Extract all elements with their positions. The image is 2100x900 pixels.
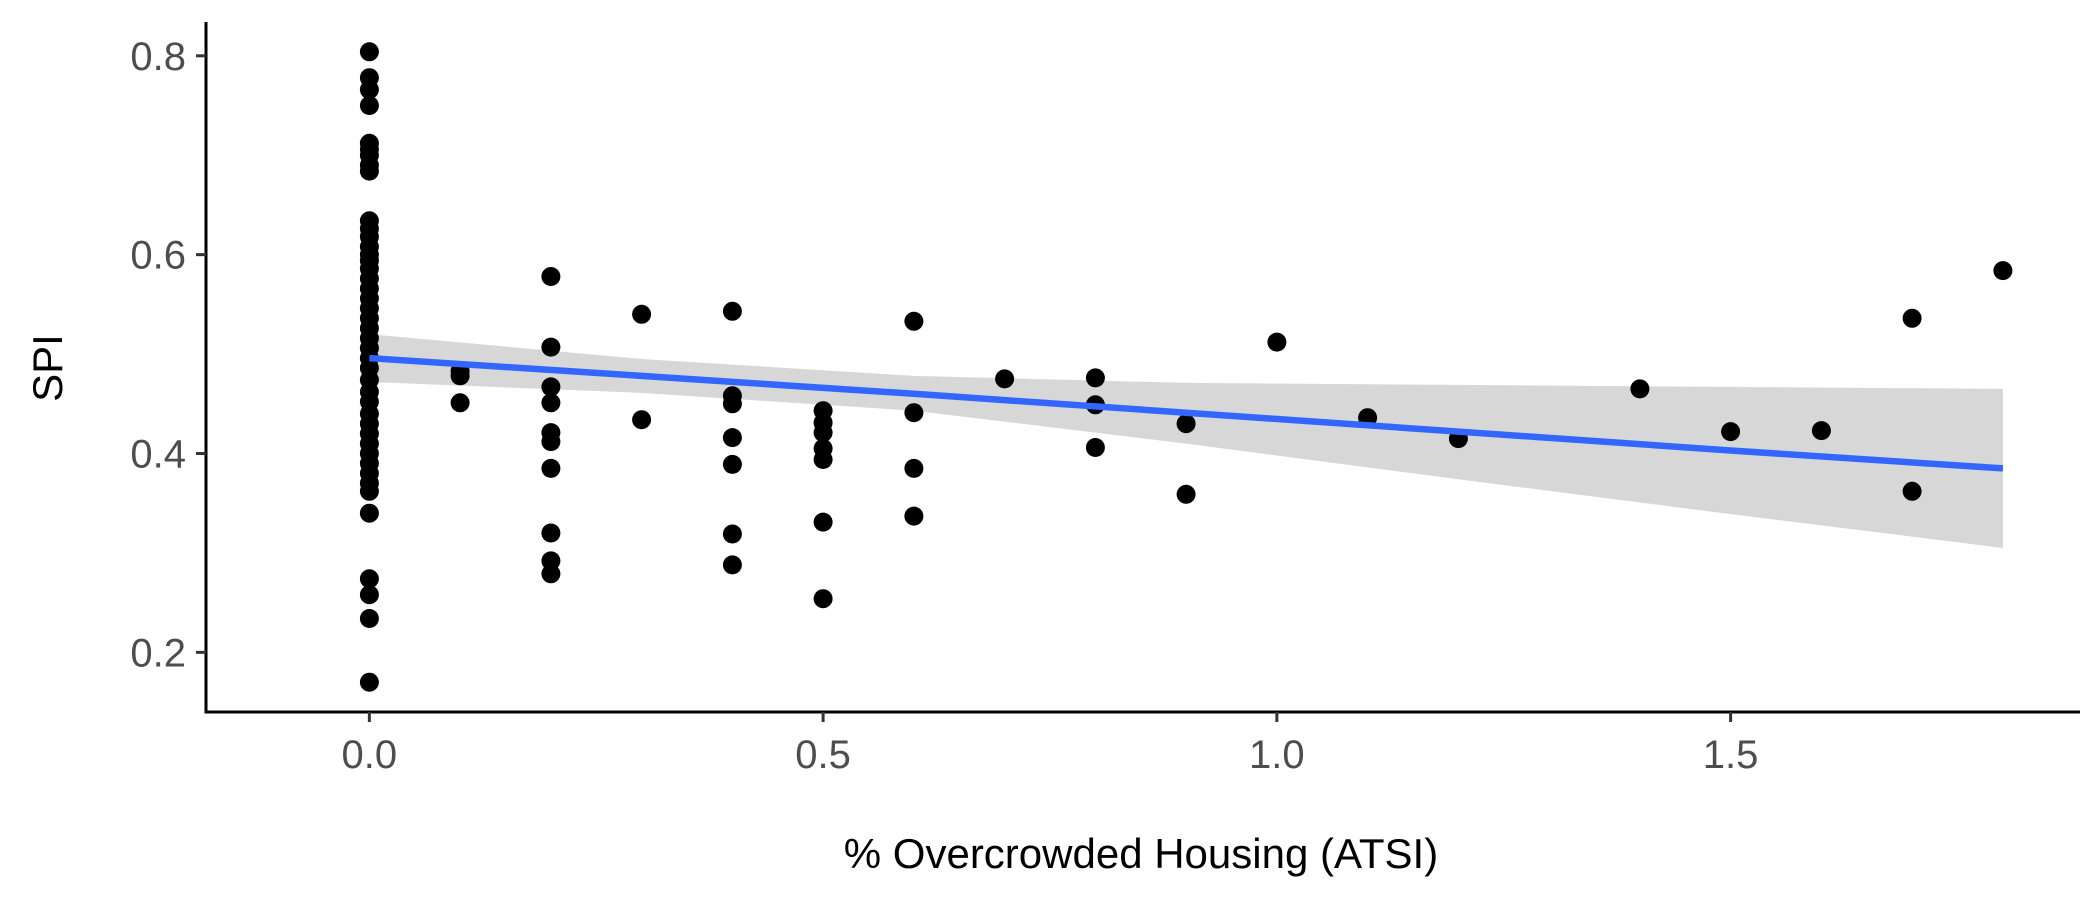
x-tick-label: 1.0: [1249, 733, 1305, 777]
data-point: [450, 366, 470, 386]
data-point: [813, 589, 833, 609]
y-tick-label: 0.6: [130, 234, 186, 278]
data-point: [541, 393, 561, 413]
data-point: [1267, 332, 1287, 352]
data-point: [359, 161, 379, 181]
x-axis-title: % Overcrowded Housing (ATSI): [844, 830, 1438, 877]
data-point: [722, 555, 742, 575]
data-point: [904, 311, 924, 331]
data-point: [722, 524, 742, 544]
y-tick-label: 0.8: [130, 35, 186, 79]
data-point: [359, 96, 379, 115]
trend-line-layer: [369, 354, 2004, 472]
data-point: [722, 394, 742, 414]
y-axis-title: SPI: [24, 334, 71, 402]
data-point: [1085, 368, 1105, 388]
x-tick-label: 0.5: [795, 733, 851, 777]
data-point: [541, 377, 561, 397]
data-point: [722, 454, 742, 474]
data-point: [722, 428, 742, 448]
y-tick-label: 0.4: [130, 432, 186, 476]
data-point: [995, 369, 1015, 389]
data-point: [359, 42, 379, 62]
data-point: [541, 267, 561, 286]
x-tick-label: 1.5: [1703, 733, 1759, 777]
data-points-layer: [359, 42, 2013, 692]
data-point: [904, 403, 924, 423]
data-point: [450, 393, 470, 413]
trend-line: [369, 354, 2004, 472]
data-point: [541, 523, 561, 543]
data-point: [359, 609, 379, 628]
data-point: [632, 410, 652, 430]
data-point: [359, 569, 379, 589]
data-point: [722, 301, 742, 321]
data-point: [1176, 414, 1196, 434]
data-point: [632, 304, 652, 324]
data-point: [541, 458, 561, 478]
data-point: [1176, 484, 1196, 504]
data-point: [359, 672, 379, 692]
data-point: [359, 80, 379, 100]
data-point: [1721, 422, 1741, 442]
data-point: [1902, 481, 1922, 501]
data-point: [541, 337, 561, 357]
data-point: [541, 432, 561, 452]
data-point: [1993, 261, 2013, 281]
data-point: [813, 423, 833, 443]
data-point: [1811, 421, 1831, 441]
data-point: [359, 481, 379, 501]
data-point: [1902, 308, 1922, 328]
data-point: [359, 585, 379, 605]
data-point: [1085, 438, 1105, 457]
y-tick-label: 0.2: [130, 631, 186, 675]
data-point: [813, 450, 833, 469]
data-point: [904, 506, 924, 526]
axes-layer: 0.0 0.5 1.0 1.5 0.2 0.4 0.6 0.8: [130, 22, 2080, 777]
data-point: [359, 503, 379, 523]
data-point: [541, 564, 561, 584]
x-tick-label: 0.0: [342, 733, 398, 777]
data-point: [813, 512, 833, 532]
data-point: [1630, 379, 1650, 399]
data-point: [904, 458, 924, 478]
